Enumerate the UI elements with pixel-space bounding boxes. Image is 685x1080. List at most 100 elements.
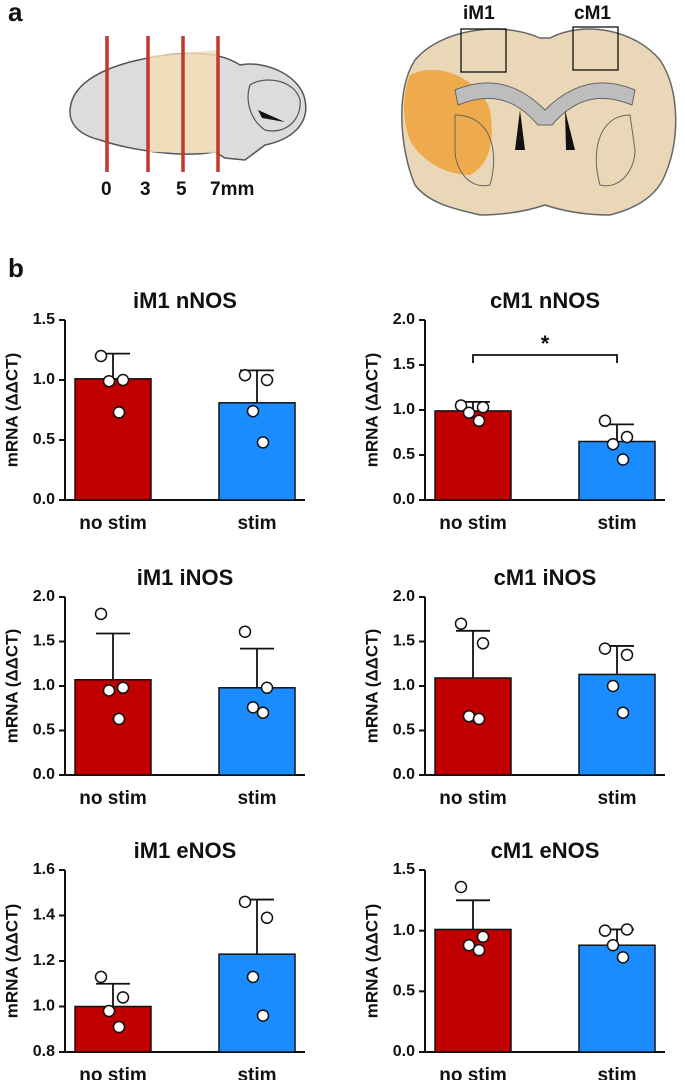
x-tick-label: no stim	[439, 1065, 507, 1080]
data-point	[246, 701, 260, 714]
y-tick-label: 2.0	[393, 588, 415, 605]
bar	[218, 687, 296, 776]
data-point	[620, 430, 634, 444]
bar	[218, 402, 296, 501]
panel-label: b	[8, 253, 24, 283]
data-point	[454, 880, 468, 894]
y-tick-label: 1.0	[33, 677, 55, 694]
y-tick-label: 1.5	[393, 633, 415, 650]
x-tick-label: stim	[237, 1065, 276, 1080]
bar	[578, 944, 656, 1053]
y-tick-label: 0.5	[393, 722, 415, 739]
y-tick-label: 0.5	[393, 983, 415, 1000]
chart-title: cM1 eNOS	[491, 838, 600, 863]
data-point	[598, 924, 612, 937]
y-axis-label: mRNA (ΔΔCT)	[362, 904, 381, 1018]
x-tick-label: no stim	[79, 513, 147, 534]
data-point	[94, 607, 108, 621]
chart-title: cM1 nNOS	[490, 288, 600, 313]
x-tick-label: stim	[597, 1065, 636, 1080]
data-point	[116, 681, 130, 695]
data-point	[620, 648, 634, 662]
data-point	[256, 1009, 270, 1022]
chart-title: iM1 eNOS	[134, 838, 237, 863]
data-point	[260, 681, 274, 695]
y-tick-label: 0.0	[33, 766, 55, 783]
bar	[74, 679, 152, 776]
data-point	[462, 406, 476, 419]
sagittal-brain	[69, 36, 307, 172]
y-tick-label: 0.5	[393, 446, 415, 463]
data-point	[606, 679, 620, 693]
data-point	[102, 1004, 116, 1018]
significance-bracket	[472, 354, 618, 363]
data-point	[94, 349, 108, 363]
data-point	[246, 404, 260, 418]
x-tick-label: no stim	[79, 788, 147, 809]
data-point	[94, 970, 108, 984]
y-tick-label: 1.5	[33, 633, 55, 650]
data-point	[256, 706, 270, 719]
y-tick-label: 2.0	[393, 311, 415, 328]
coronal-section	[401, 26, 677, 216]
y-tick-label: 0.8	[33, 1043, 55, 1060]
data-point	[116, 373, 130, 387]
x-tick-label: no stim	[439, 513, 507, 534]
data-point	[462, 710, 476, 723]
x-tick-label: stim	[597, 788, 636, 809]
data-point	[606, 437, 620, 451]
region-label: cM1	[574, 3, 611, 24]
y-axis-label: mRNA (ΔΔCT)	[2, 353, 21, 467]
data-point	[454, 399, 468, 412]
data-point	[260, 911, 274, 925]
y-tick-label: 0.5	[33, 431, 55, 448]
data-point	[102, 684, 116, 697]
y-tick-label: 1.0	[393, 401, 415, 418]
data-point	[238, 625, 252, 638]
x-tick-label: stim	[237, 513, 276, 534]
data-point	[116, 991, 130, 1004]
bar	[434, 677, 512, 776]
data-point	[112, 1020, 126, 1034]
section-label: 5	[176, 179, 187, 200]
chart-title: iM1 nNOS	[133, 288, 237, 313]
data-point	[112, 712, 126, 726]
y-tick-label: 1.0	[393, 922, 415, 939]
y-axis-label: mRNA (ΔΔCT)	[2, 904, 21, 1018]
x-tick-label: stim	[237, 788, 276, 809]
y-tick-label: 1.0	[33, 998, 55, 1015]
y-tick-label: 1.0	[33, 371, 55, 388]
data-point	[246, 970, 260, 984]
data-point	[476, 401, 490, 414]
bar	[74, 378, 152, 501]
y-tick-label: 1.5	[33, 311, 55, 328]
data-point	[454, 617, 468, 630]
y-tick-label: 1.6	[33, 861, 55, 878]
data-point	[256, 436, 270, 449]
data-point	[462, 938, 476, 952]
region-label: iM1	[463, 3, 495, 24]
section-label: 3	[140, 179, 151, 200]
y-tick-label: 1.4	[33, 907, 55, 924]
data-point	[472, 712, 486, 726]
x-tick-label: no stim	[439, 788, 507, 809]
data-point	[112, 406, 126, 419]
data-point	[616, 453, 630, 466]
data-point	[238, 368, 252, 382]
y-tick-label: 0.0	[393, 766, 415, 783]
data-point	[598, 642, 612, 655]
data-point	[102, 374, 116, 388]
x-tick-label: no stim	[79, 1065, 147, 1080]
data-point	[616, 706, 630, 719]
y-axis-label: mRNA (ΔΔCT)	[362, 629, 381, 743]
data-point	[598, 414, 612, 428]
chart-title: cM1 iNOS	[494, 565, 597, 590]
y-tick-label: 1.0	[393, 677, 415, 694]
y-tick-label: 2.0	[33, 588, 55, 605]
bar	[434, 410, 512, 501]
data-point	[616, 951, 630, 964]
panel-label: a	[8, 0, 23, 27]
significance-label: *	[541, 331, 550, 356]
data-point	[260, 373, 274, 387]
